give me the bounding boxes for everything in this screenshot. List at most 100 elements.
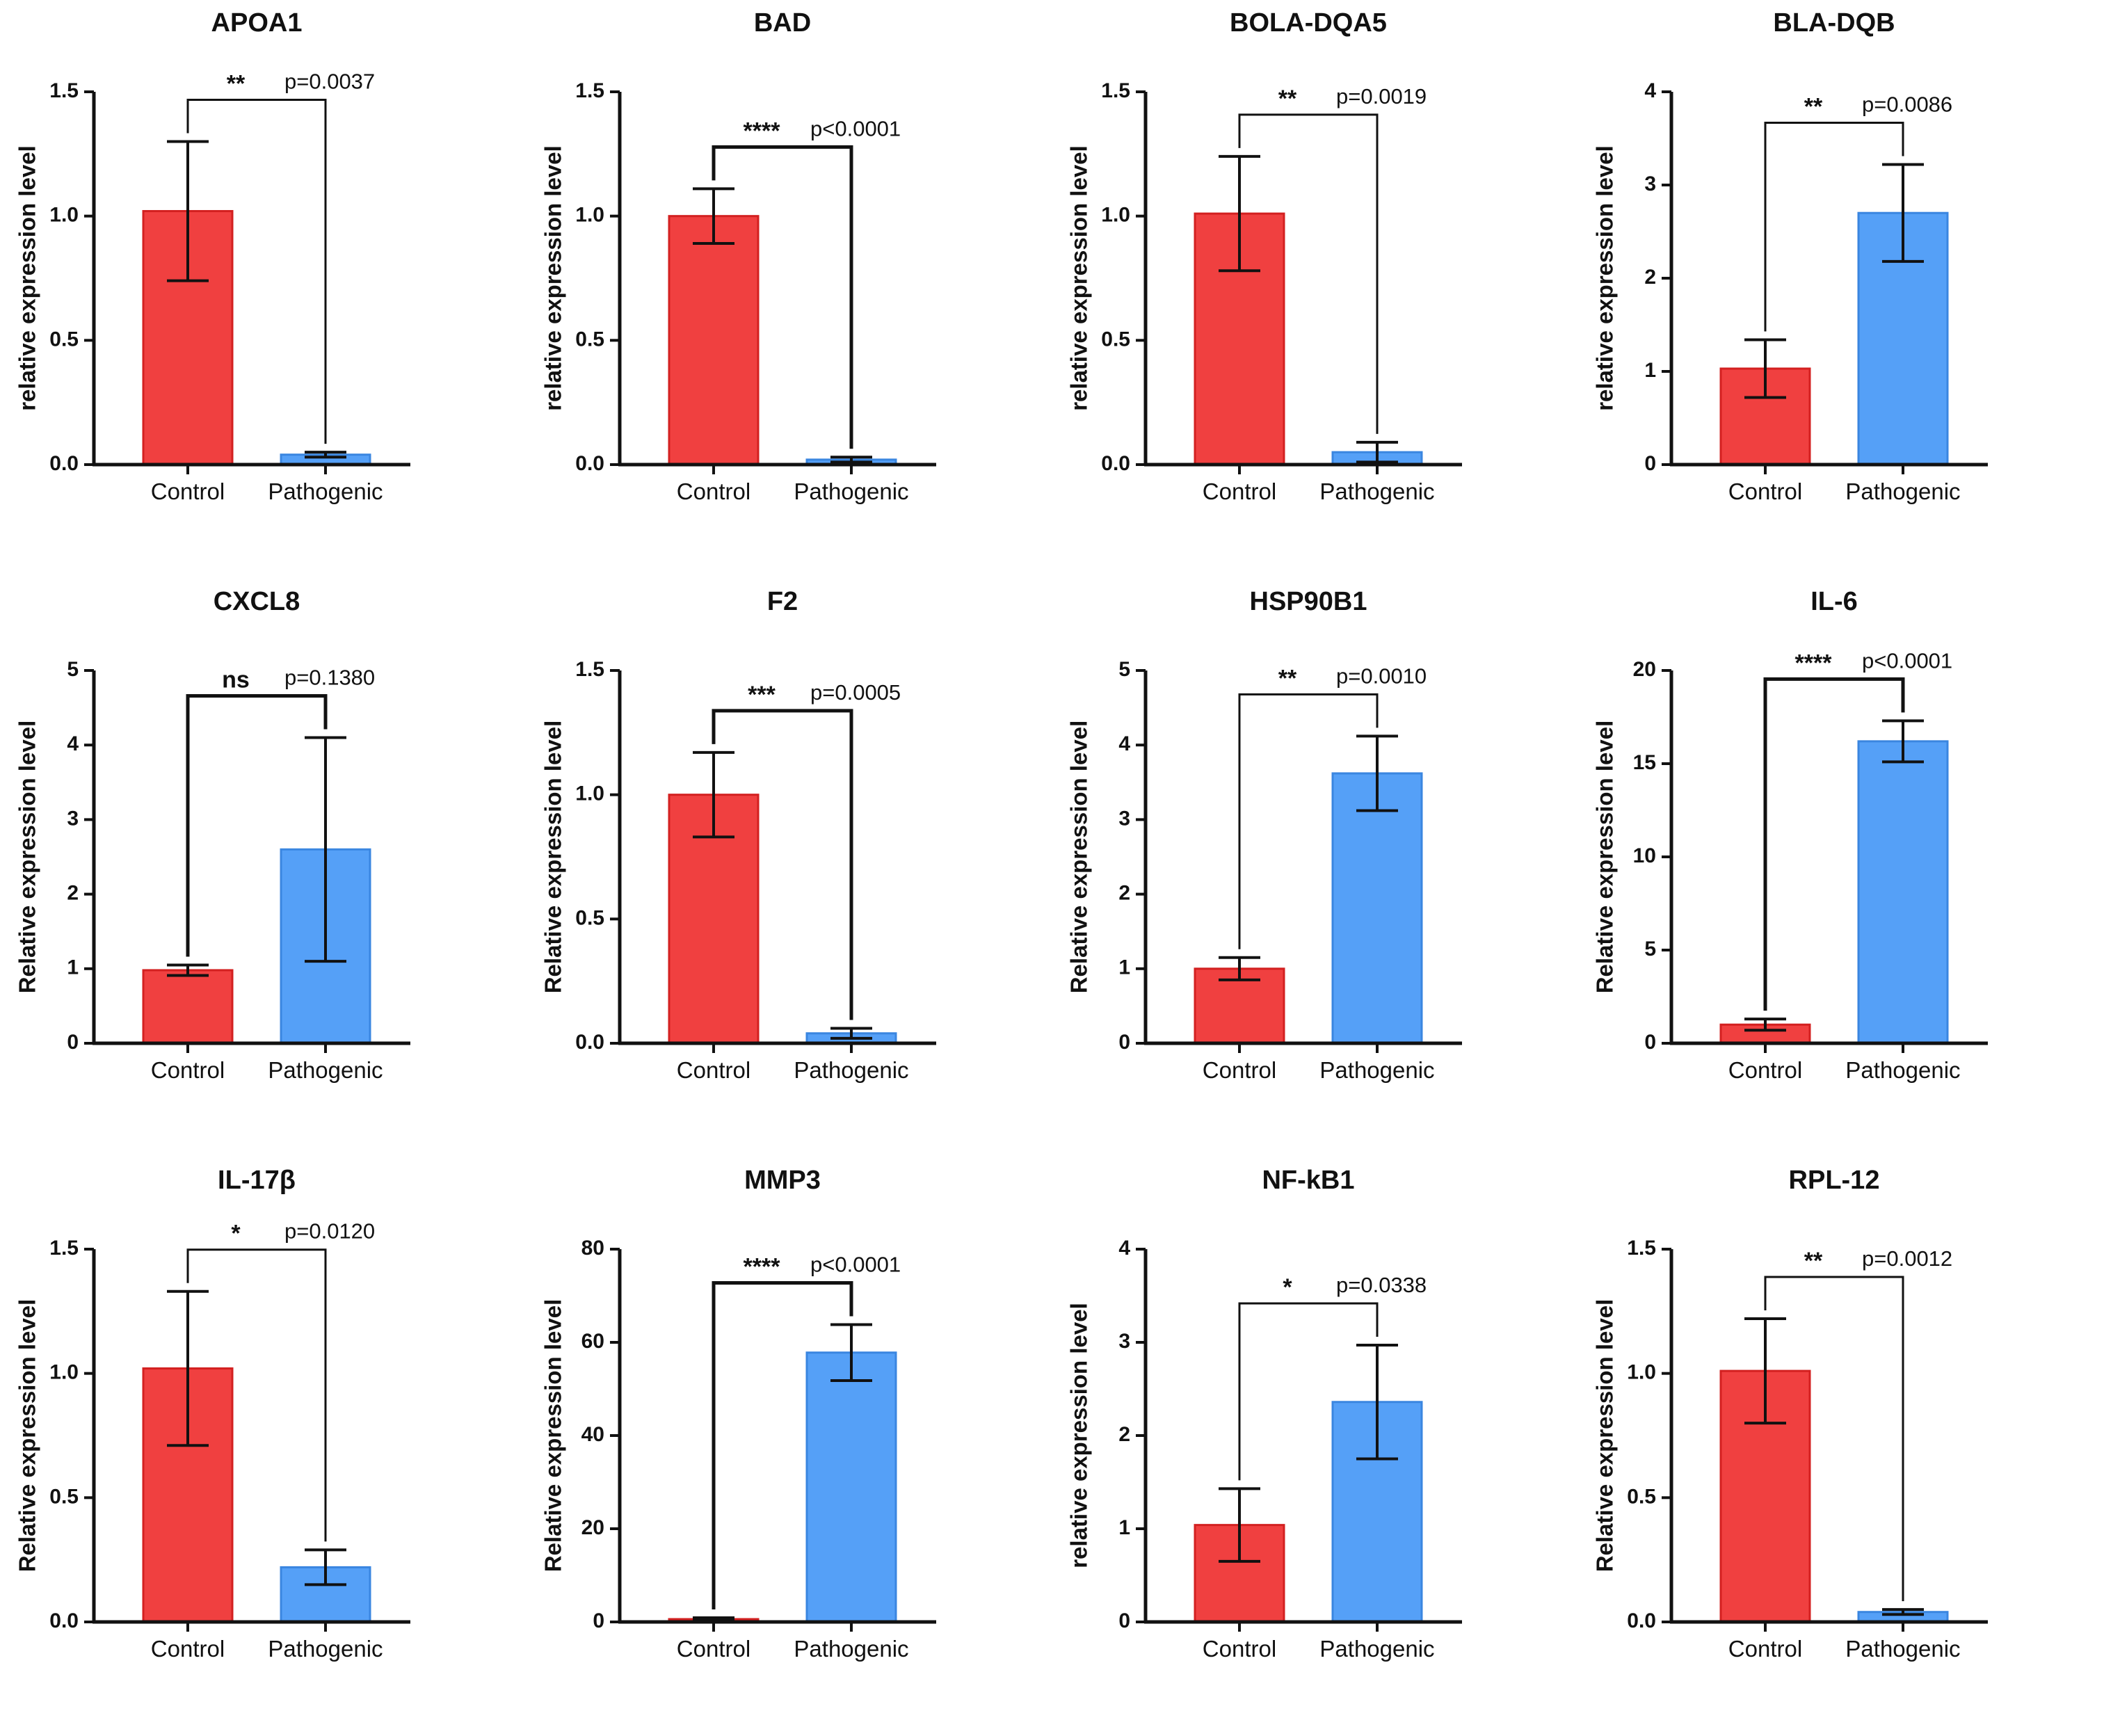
error-bar [1744, 338, 1786, 399]
p-value-label: p=0.0019 [1336, 84, 1427, 108]
x-tick-label: Control [1203, 1057, 1276, 1083]
y-tick-label: 0.0 [1101, 452, 1130, 475]
x-tick-label: Control [1203, 479, 1276, 504]
y-axis-label: Relative expression level [540, 1299, 566, 1573]
chart-svg: RPL-12 Relative expression level 0.0 0.5 1.0… [1592, 1166, 1988, 1662]
bar-control [668, 215, 760, 466]
chart-svg: BLA-DQB relative expression level 0 1 2 3 4 Con… [1592, 8, 1988, 504]
error-bar [1356, 734, 1398, 812]
y-tick-label: 80 [581, 1237, 604, 1260]
chart-panel: MMP3 Relative expression level 0 20 40 60 80 Co… [526, 1157, 1052, 1736]
chart-title: F2 [767, 587, 798, 616]
y-tick-label: 0 [1644, 1031, 1656, 1054]
y-tick-label: 1 [1118, 1516, 1130, 1539]
p-value-label: p=0.0010 [1336, 664, 1427, 688]
y-axis-label: Relative expression level [1066, 721, 1092, 994]
p-value-label: p=0.0120 [284, 1219, 375, 1244]
y-tick-label: 15 [1633, 751, 1656, 774]
error-bar [305, 451, 346, 459]
significance-marker: *** [748, 682, 776, 708]
chart-panel: BAD relative expression level 0.0 0.5 1.0 1.5… [526, 0, 1052, 579]
x-tick-label: Control [151, 1636, 225, 1662]
chart-panel: HSP90B1 Relative expression level 0 1 2 3 4 5 Co… [1052, 579, 1577, 1157]
x-tick-label: Pathogenic [268, 479, 383, 504]
y-tick-label: 0.5 [575, 328, 604, 351]
y-tick-label: 2 [1118, 1423, 1130, 1446]
chart-panel: IL-17β Relative expression level 0.0 0.5 1.0… [0, 1157, 526, 1736]
y-tick-label: 0.5 [49, 328, 79, 351]
x-tick-label: Pathogenic [794, 1057, 908, 1083]
chart-panel: CXCL8 Relative expression level 0 1 2 3 4 5 Cont… [0, 579, 526, 1157]
chart-svg: HSP90B1 Relative expression level 0 1 2 3 4 5 Co… [1066, 587, 1462, 1083]
significance-bracket [1764, 122, 1904, 332]
error-bar [1882, 719, 1924, 764]
y-axis-label: relative expression level [1592, 145, 1618, 411]
significance-bracket [1763, 677, 1905, 1011]
chart-title: BAD [754, 8, 811, 38]
y-tick-label: 1.5 [575, 79, 604, 102]
y-tick-label: 0.0 [49, 1609, 79, 1632]
chart-title: NF-kB1 [1262, 1166, 1354, 1195]
y-tick-label: 1.5 [49, 1237, 79, 1260]
chart-svg: NF-kB1 relative expression level 0 1 2 3 4 Cont… [1066, 1166, 1462, 1662]
error-bar [167, 963, 209, 977]
chart-svg: BOLA-DQA5 relative expression level 0.0 0.5… [1066, 8, 1462, 504]
p-value-label: p<0.0001 [1862, 648, 1952, 673]
chart-title: HSP90B1 [1250, 587, 1367, 616]
chart-title: BOLA-DQA5 [1230, 8, 1387, 38]
y-tick-label: 2 [1118, 882, 1130, 905]
significance-marker: **** [744, 118, 781, 144]
chart-panel: BLA-DQB relative expression level 0 1 2 3 4 Con… [1577, 0, 2103, 579]
chart-title: IL-6 [1810, 587, 1858, 616]
significance-marker: * [1283, 1274, 1292, 1301]
y-tick-label: 5 [1644, 938, 1656, 961]
x-tick-label: Control [1203, 1636, 1276, 1662]
chart-svg: APOA1 relative expression level 0.0 0.5 1.0 1… [15, 8, 410, 504]
chart-svg: MMP3 Relative expression level 0 20 40 60 80 Co… [540, 1166, 936, 1662]
x-tick-label: Pathogenic [268, 1636, 383, 1662]
significance-bracket [1764, 1276, 1904, 1602]
x-tick-label: Control [1728, 1636, 1802, 1662]
error-bar [1882, 1608, 1924, 1616]
y-tick-label: 0.5 [49, 1485, 79, 1508]
significance-bracket [1238, 693, 1379, 949]
x-tick-label: Pathogenic [1845, 1057, 1960, 1083]
x-tick-label: Control [677, 479, 750, 504]
p-value-label: p=0.0086 [1862, 93, 1952, 117]
significance-bracket [186, 1248, 327, 1542]
y-tick-label: 2 [1644, 266, 1656, 289]
y-tick-label: 1 [67, 956, 79, 979]
x-tick-label: Control [1728, 1057, 1802, 1083]
chart-panel: APOA1 relative expression level 0.0 0.5 1.0 1… [0, 0, 526, 579]
y-tick-label: 60 [581, 1330, 604, 1353]
error-bar [1356, 440, 1398, 464]
y-tick-label: 1.0 [575, 204, 604, 227]
y-axis-label: Relative expression level [1592, 721, 1618, 994]
chart-panel: RPL-12 Relative expression level 0.0 0.5 1.0… [1577, 1157, 2103, 1736]
y-tick-label: 1.5 [1627, 1237, 1656, 1260]
y-tick-label: 0.5 [1627, 1485, 1656, 1508]
error-bar [167, 140, 209, 282]
x-tick-label: Control [151, 479, 225, 504]
significance-marker: ** [1278, 86, 1297, 112]
y-axis-label: relative expression level [540, 145, 566, 411]
error-bar [1882, 163, 1924, 263]
y-axis-label: relative expression level [1066, 145, 1092, 411]
y-tick-label: 1.0 [1627, 1361, 1656, 1384]
p-value-label: p=0.0005 [810, 680, 901, 705]
y-tick-label: 1.0 [49, 1361, 79, 1384]
y-tick-label: 10 [1633, 844, 1656, 867]
x-tick-label: Control [677, 1057, 750, 1083]
y-tick-label: 5 [67, 658, 79, 681]
y-tick-label: 0.5 [1101, 328, 1130, 351]
y-tick-label: 0 [593, 1609, 604, 1632]
chart-svg: IL-17β Relative expression level 0.0 0.5 1.0… [15, 1166, 410, 1662]
error-bar [830, 1323, 872, 1382]
error-bar [830, 1027, 872, 1040]
error-bar [305, 1548, 346, 1586]
y-tick-label: 1 [1118, 956, 1130, 979]
p-value-label: p<0.0001 [810, 116, 901, 140]
y-tick-label: 2 [67, 882, 79, 905]
y-tick-label: 3 [1118, 807, 1130, 830]
